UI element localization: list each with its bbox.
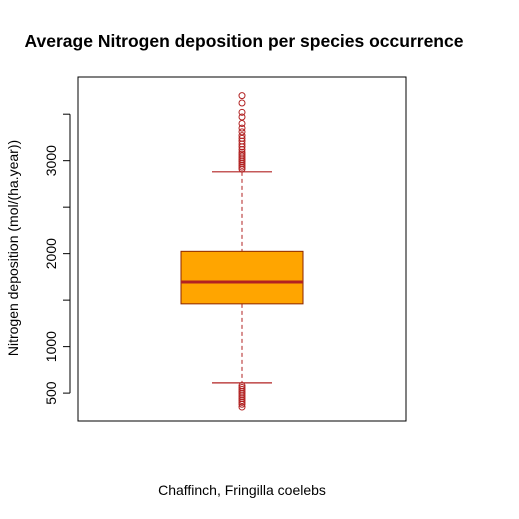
outlier-point [238, 397, 246, 405]
y-axis-label: Nitrogen deposition (mol/(ha.year)) [5, 140, 21, 356]
outlier-point [238, 163, 246, 171]
outlier-point [238, 398, 246, 406]
x-axis-label: Chaffinch, Fringilla coelebs [158, 482, 326, 498]
outlier-point [238, 108, 246, 116]
outlier-point [238, 161, 246, 169]
outlier-point [238, 119, 246, 127]
chart-title: Average Nitrogen deposition per species … [25, 31, 464, 51]
outlier-point [238, 99, 246, 107]
y-tick-label: 1000 [43, 331, 59, 362]
outlier-point [238, 92, 246, 100]
outlier-point [238, 113, 246, 121]
y-tick-label: 3000 [43, 145, 59, 176]
outlier-point [238, 124, 246, 132]
outlier-point [238, 128, 246, 136]
outlier-point [238, 165, 246, 173]
outlier-point [238, 146, 246, 154]
iqr-box [180, 250, 304, 305]
y-tick-label: 2000 [43, 238, 59, 269]
outlier-group [238, 92, 246, 411]
y-tick-label: 500 [43, 381, 59, 405]
outlier-point [238, 403, 246, 411]
outlier-point [238, 400, 246, 408]
box-group [180, 171, 304, 384]
plot-frame [77, 76, 407, 422]
y-axis: 500 1000 2000 3000 [43, 113, 71, 405]
